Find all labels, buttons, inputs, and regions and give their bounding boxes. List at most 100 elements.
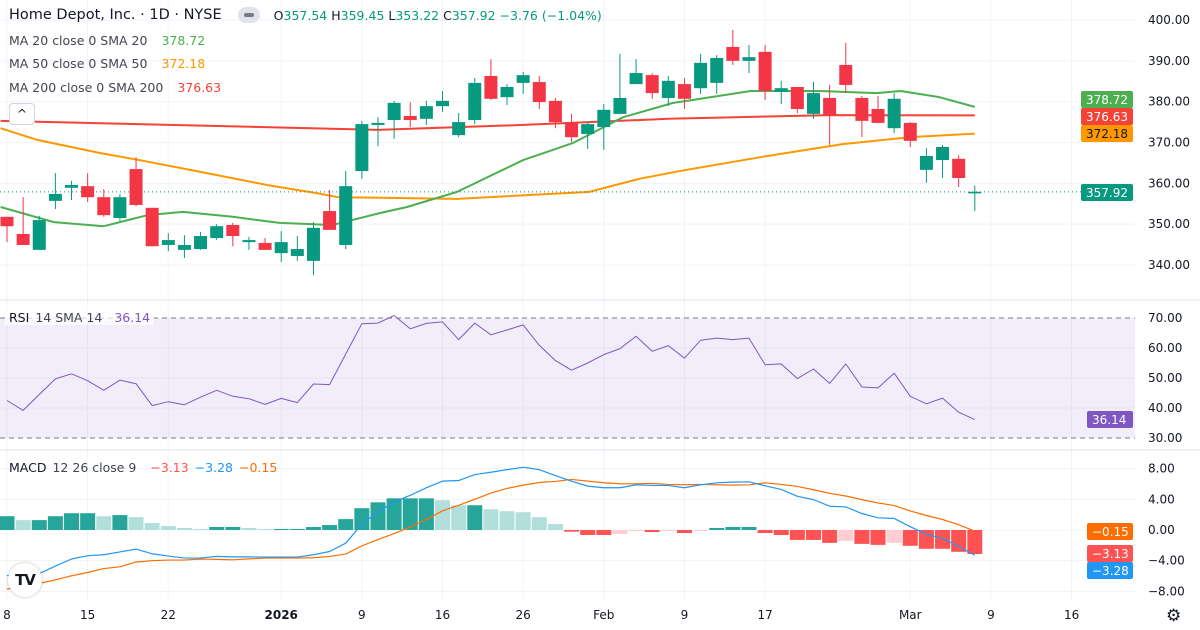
macd-value-tag: −3.28 — [1087, 562, 1133, 579]
candle — [145, 207, 159, 247]
macd-histogram-bar — [31, 520, 47, 530]
time-axis-label: Feb — [593, 608, 614, 622]
rsi-axis-tick: 50.00 — [1148, 371, 1182, 385]
rsi-label: RSI — [9, 310, 30, 325]
candle — [290, 235, 304, 261]
open-value: 357.54 — [283, 7, 328, 23]
macd-histogram-bar — [128, 517, 144, 530]
candle-body — [597, 109, 611, 127]
macd-histogram-bar — [209, 527, 225, 530]
macd-histogram-bar — [47, 516, 63, 530]
macd-axis-tick: 4.00 — [1148, 492, 1175, 506]
macd-line — [6, 466, 976, 577]
rsi-axis-tick: 30.00 — [1148, 431, 1182, 445]
candle — [468, 77, 482, 125]
candle — [65, 180, 79, 201]
macd-axis-tick: 8.00 — [1148, 462, 1175, 476]
candle — [48, 173, 62, 210]
macd-histogram-bar — [273, 529, 289, 531]
time-axis-label: 9 — [681, 608, 689, 622]
candle — [97, 189, 111, 217]
time-axis-label: 16 — [1064, 608, 1079, 622]
time-axis-label: 26 — [516, 608, 531, 622]
macd-histogram-bar — [386, 498, 402, 530]
macd-axis-tick: 0.00 — [1148, 523, 1175, 537]
macd-histogram-bar — [741, 527, 757, 530]
macd-histogram-bar — [757, 530, 773, 533]
candle-body — [532, 82, 546, 103]
macd-histogram-bar — [418, 498, 434, 530]
macd-histogram-bar — [547, 524, 563, 530]
symbol-title[interactable]: Home Depot, Inc. · 1D · NYSE — [9, 7, 222, 23]
rsi-axis-tick: 70.00 — [1148, 311, 1182, 325]
macd-histogram-bar — [580, 530, 596, 535]
ma20-legend[interactable]: MA 20 close 0 SMA 20 378.72 — [9, 33, 205, 48]
rsi-value: 36.14 — [114, 310, 151, 325]
time-axis-label: 2026 — [265, 608, 298, 622]
candle-body — [661, 80, 675, 98]
candle-body — [790, 86, 804, 110]
candle-body — [129, 169, 143, 205]
rsi-axis-tick: 40.00 — [1148, 401, 1182, 415]
candle-body — [16, 233, 30, 245]
hide-legend-toggle-icon[interactable] — [237, 7, 260, 23]
high-value: 359.45 — [340, 7, 385, 23]
macd-histogram-bar — [305, 527, 321, 530]
collapse-legend-button[interactable]: ^ — [9, 103, 35, 125]
ma50-price-tag: 372.18 — [1081, 125, 1133, 142]
macd-histogram-value: −3.13 — [150, 460, 189, 475]
candle-body — [274, 242, 288, 254]
candle — [242, 236, 256, 250]
candle — [484, 59, 498, 101]
candle-body — [581, 124, 595, 134]
macd-histogram-bar — [660, 530, 676, 531]
gear-icon[interactable]: ⚙ — [1166, 606, 1182, 626]
candle-body — [516, 75, 530, 83]
tradingview-logo[interactable]: TV — [8, 563, 42, 597]
macd-histogram-bar — [628, 530, 644, 531]
macd-label: MACD — [9, 460, 47, 475]
candle — [81, 173, 95, 203]
candle — [726, 29, 740, 65]
rsi-line — [6, 315, 976, 421]
macd-histogram-bar — [257, 529, 273, 531]
candle — [839, 42, 853, 94]
macd-histogram-bar — [596, 530, 612, 535]
macd-histogram-bar — [451, 505, 467, 530]
macd-legend[interactable]: MACD 12 26 close 9 −3.13 −3.28 −0.15 — [9, 460, 277, 475]
candle-body — [145, 207, 159, 247]
macd-params: 12 26 close 9 — [52, 460, 137, 475]
candle-body — [290, 249, 304, 256]
rsi-legend[interactable]: RSI 14 SMA 14 36.14 — [5, 310, 155, 325]
candle — [581, 122, 595, 150]
candle — [323, 189, 337, 230]
candle — [274, 231, 288, 263]
candle-body — [97, 197, 111, 216]
macd-axis-tick: −8.00 — [1148, 584, 1185, 598]
macd-histogram-bar — [838, 530, 854, 541]
candle-body — [32, 220, 46, 250]
candle-body — [500, 86, 514, 98]
macd-histogram-bar — [902, 530, 918, 546]
ma200-value: 376.63 — [177, 80, 222, 95]
candle-body — [952, 158, 966, 179]
ma50-legend[interactable]: MA 50 close 0 SMA 50 372.18 — [9, 56, 205, 71]
macd-histogram-bar — [0, 516, 15, 530]
macd-histogram-bar — [709, 528, 725, 530]
macd-signal-line — [6, 478, 976, 590]
candle-body — [694, 62, 708, 89]
time-axis-label: Mar — [899, 608, 922, 622]
candle — [548, 97, 562, 129]
candle — [436, 91, 450, 112]
macd-histogram-bar — [676, 530, 692, 533]
candle — [16, 197, 30, 245]
symbol-legend: Home Depot, Inc. · 1D · NYSE O357.54 H35… — [9, 7, 602, 23]
candle — [903, 122, 917, 147]
candle — [194, 231, 208, 250]
macd-histogram-bar — [80, 513, 96, 530]
ma200-legend[interactable]: MA 200 close 0 SMA 200 376.63 — [9, 80, 221, 95]
macd-histogram-bar — [725, 527, 741, 530]
candle-body — [758, 51, 772, 92]
